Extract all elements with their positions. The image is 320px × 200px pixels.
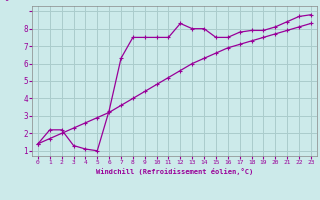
X-axis label: Windchill (Refroidissement éolien,°C): Windchill (Refroidissement éolien,°C) [96, 168, 253, 175]
Text: 9: 9 [4, 0, 9, 3]
